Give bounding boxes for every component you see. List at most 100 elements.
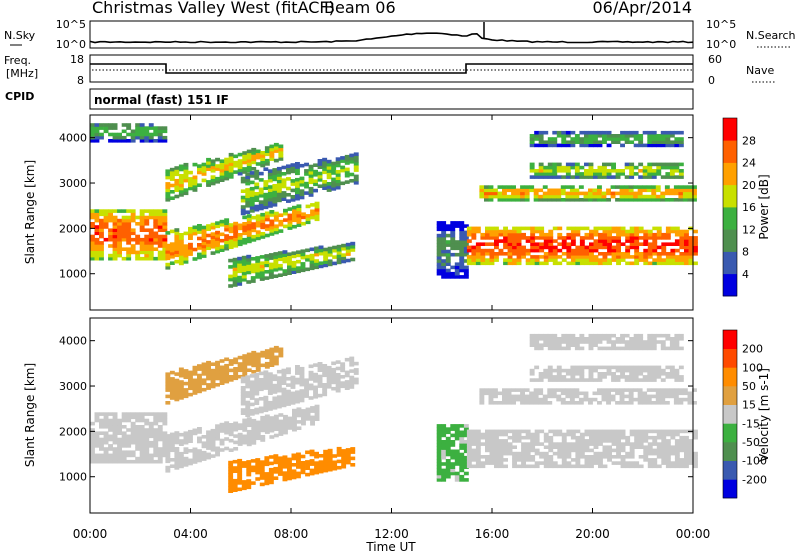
echo-cell	[242, 425, 248, 429]
echo-cell	[579, 248, 585, 253]
echo-cell	[463, 268, 469, 273]
echo-cell	[267, 404, 273, 408]
echo-cell	[574, 378, 580, 382]
echo-cell	[611, 245, 617, 250]
echo-cell	[335, 157, 341, 161]
echo-cell	[656, 137, 662, 141]
echo-cell	[441, 252, 447, 257]
echo-cell	[135, 250, 141, 255]
echo-cell	[543, 172, 549, 176]
echo-cell	[296, 471, 301, 476]
echo-cell	[219, 441, 225, 446]
colorbar-segment	[723, 162, 737, 186]
echo-cell	[670, 248, 676, 253]
echo-cell	[331, 171, 337, 175]
echo-cell	[317, 165, 323, 169]
echo-cell	[655, 194, 661, 199]
echo-cell	[548, 252, 554, 256]
echo-cell	[183, 440, 189, 445]
echo-cell	[240, 379, 246, 384]
echo-cell	[153, 431, 159, 435]
echo-cell	[611, 140, 616, 144]
echo-cell	[611, 365, 616, 370]
echo-cell	[112, 215, 118, 220]
echo-cell	[287, 476, 292, 481]
echo-cell	[250, 269, 256, 274]
echo-cell	[543, 252, 549, 256]
echo-cell	[669, 375, 675, 379]
echo-cell	[498, 429, 504, 434]
echo-cell	[548, 458, 554, 462]
echo-cell	[445, 468, 451, 473]
echo-cell	[493, 191, 498, 196]
echo-cell	[459, 233, 465, 238]
echo-cell	[242, 154, 248, 158]
echo-cell	[634, 242, 640, 246]
echo-cell	[466, 445, 472, 449]
echo-cell	[197, 373, 202, 378]
echo-cell	[251, 157, 257, 161]
echo-cell	[99, 218, 104, 223]
echo-cell	[674, 451, 680, 456]
echo-cell	[251, 215, 257, 220]
echo-cell	[642, 143, 648, 148]
echo-cell	[233, 231, 239, 235]
echo-cell	[589, 261, 594, 266]
echo-cell	[246, 469, 252, 474]
echo-cell	[206, 157, 211, 162]
echo-cell	[615, 137, 621, 141]
echo-cell	[112, 421, 118, 426]
echo-cell	[309, 459, 315, 463]
echo-cell	[201, 228, 207, 233]
echo-cell	[233, 244, 239, 248]
echo-cell	[112, 135, 118, 140]
echo-cell	[607, 432, 612, 437]
echo-cell	[246, 239, 252, 244]
echo-cell	[597, 333, 603, 338]
echo-cell	[516, 229, 522, 234]
echo-cell	[629, 130, 635, 135]
echo-cell	[507, 245, 513, 250]
echo-cell	[566, 455, 572, 459]
echo-cell	[153, 453, 159, 458]
echo-cell	[616, 261, 621, 266]
echo-cell	[678, 378, 684, 382]
echo-cell	[296, 223, 302, 227]
x-tick-label: 12:00	[374, 527, 409, 541]
echo-cell	[556, 175, 562, 179]
echo-cell	[117, 241, 122, 245]
echo-cell	[611, 258, 617, 262]
echo-cell	[318, 261, 324, 265]
echo-cell	[592, 391, 598, 396]
echo-cell	[174, 440, 180, 445]
echo-cell	[305, 214, 311, 218]
echo-cell	[643, 261, 649, 266]
echo-cell	[679, 252, 685, 256]
echo-cell	[570, 375, 576, 379]
echo-cell	[273, 349, 279, 353]
echo-cell	[335, 388, 341, 393]
echo-cell	[534, 346, 540, 351]
echo-cell	[276, 185, 282, 190]
echo-cell	[611, 239, 617, 243]
echo-cell	[135, 253, 141, 258]
echo-cell	[336, 251, 342, 255]
echo-cell	[183, 231, 189, 236]
echo-cell	[547, 346, 553, 351]
echo-cell	[139, 250, 145, 255]
echo-cell	[565, 333, 571, 338]
echo-cell	[647, 242, 653, 246]
echo-cell	[332, 460, 338, 465]
echo-cell	[682, 194, 688, 199]
echo-cell	[126, 415, 132, 420]
echo-cell	[292, 412, 297, 416]
echo-cell	[637, 198, 643, 202]
echo-cell	[602, 252, 608, 256]
echo-cell	[669, 175, 675, 179]
echo-cell	[589, 236, 594, 240]
echo-cell	[512, 252, 517, 256]
echo-cell	[643, 458, 649, 462]
echo-cell	[112, 209, 118, 213]
echo-cell	[593, 343, 598, 347]
echo-cell	[566, 252, 572, 256]
